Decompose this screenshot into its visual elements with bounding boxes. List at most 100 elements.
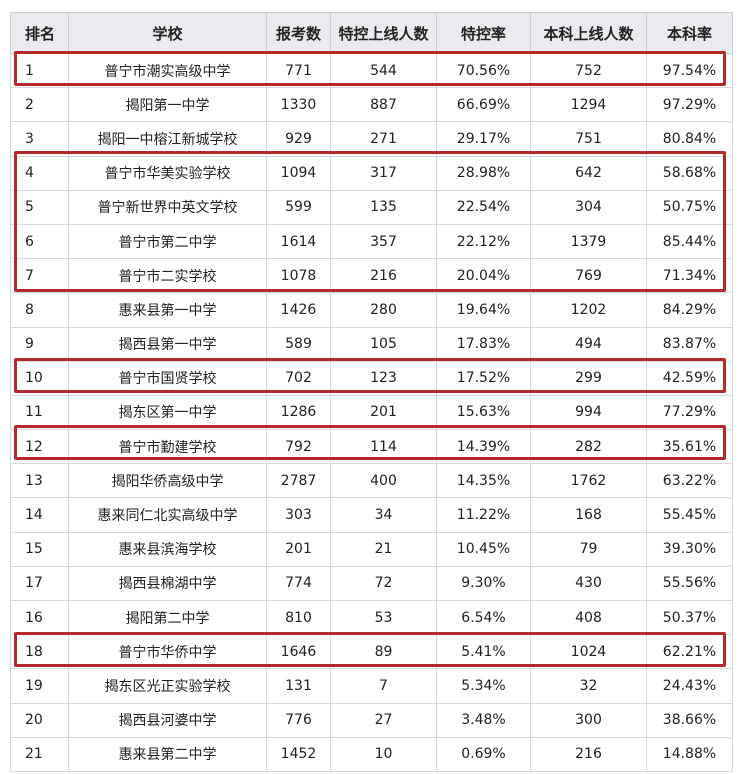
undergrad-pass-count-cell: 769 [530,258,647,294]
rank-cell: 19 [10,668,69,704]
table-row: 4 普宁市华美实验学校 1094 317 28.98% 642 58.68% [10,155,733,191]
undergrad-rate-cell: 71.34% [646,258,733,294]
school-cell: 惠来县滨海学校 [68,531,267,567]
table-row: 6 普宁市第二中学 1614 357 22.12% 1379 85.44% [10,223,733,260]
undergrad-pass-count-cell: 642 [530,155,647,191]
key-pass-count-cell: 7 [330,668,437,704]
undergrad-pass-count-cell: 304 [530,189,647,225]
undergrad-pass-count-cell: 430 [530,565,647,602]
undergrad-rate-cell: 42.59% [646,360,733,396]
key-pass-rate-cell: 20.04% [436,258,531,294]
undergrad-pass-count-cell: 1202 [530,292,647,328]
undergrad-rate-cell: 39.30% [646,531,733,567]
rank-cell: 10 [10,360,69,396]
key-pass-count-cell: 317 [330,155,437,191]
rank-cell: 8 [10,292,69,328]
header-rank: 排名 [10,12,69,54]
school-cell: 揭东区第一中学 [68,394,267,431]
header-school: 学校 [68,12,267,54]
undergrad-pass-count-cell: 994 [530,394,647,431]
applicants-cell: 1286 [266,394,331,431]
key-pass-rate-cell: 66.69% [436,87,531,123]
applicants-cell: 792 [266,429,331,465]
key-pass-rate-cell: 29.17% [436,121,531,157]
key-pass-rate-cell: 70.56% [436,52,531,89]
key-pass-count-cell: 280 [330,292,437,328]
table-row: 18 普宁市华侨中学 1646 89 5.41% 1024 62.21% [10,634,733,670]
rank-cell: 7 [10,258,69,294]
rank-cell: 15 [10,531,69,567]
undergrad-rate-cell: 97.54% [646,52,733,89]
key-pass-rate-cell: 9.30% [436,565,531,602]
table-row: 8 惠来县第一中学 1426 280 19.64% 1202 84.29% [10,292,733,328]
school-cell: 揭阳华侨高级中学 [68,463,267,499]
table-row: 20 揭西县河婆中学 776 27 3.48% 300 38.66% [10,702,733,738]
applicants-cell: 1646 [266,634,331,670]
school-cell: 普宁市第二中学 [68,223,267,260]
school-cell: 普宁市二实学校 [68,258,267,294]
rank-cell: 5 [10,189,69,225]
key-pass-rate-cell: 0.69% [436,736,531,772]
key-pass-count-cell: 357 [330,223,437,260]
school-cell: 惠来县第一中学 [68,292,267,328]
key-pass-count-cell: 544 [330,52,437,89]
table-row: 21 惠来县第二中学 1452 10 0.69% 216 14.88% [10,736,733,772]
rank-cell: 3 [10,121,69,157]
school-ranking-table: 排名 学校 报考数 特控上线人数 特控率 本科上线人数 本科率 1 普宁市潮实高级… [10,12,733,772]
table-row: 10 普宁市国贤学校 702 123 17.52% 299 42.59% [10,360,733,396]
applicants-cell: 1614 [266,223,331,260]
key-pass-count-cell: 21 [330,531,437,567]
undergrad-rate-cell: 85.44% [646,223,733,260]
school-cell: 普宁新世界中英文学校 [68,189,267,225]
table-row: 3 揭阳一中榕江新城学校 929 271 29.17% 751 80.84% [10,121,733,157]
key-pass-count-cell: 105 [330,326,437,362]
table-row: 16 揭阳第二中学 810 53 6.54% 408 50.37% [10,599,733,636]
school-cell: 揭西县河婆中学 [68,702,267,738]
rank-cell: 16 [10,599,69,636]
table-row: 12 普宁市勤建学校 792 114 14.39% 282 35.61% [10,429,733,465]
ranking-table-container: 排名 学校 报考数 特控上线人数 特控率 本科上线人数 本科率 1 普宁市潮实高级… [10,12,733,772]
table-row: 9 揭西县第一中学 589 105 17.83% 494 83.87% [10,326,733,362]
key-pass-rate-cell: 15.63% [436,394,531,431]
table-row: 14 惠来同仁北实高级中学 303 34 11.22% 168 55.45% [10,497,733,533]
undergrad-pass-count-cell: 751 [530,121,647,157]
applicants-cell: 131 [266,668,331,704]
key-pass-rate-cell: 22.12% [436,223,531,260]
undergrad-rate-cell: 80.84% [646,121,733,157]
undergrad-pass-count-cell: 282 [530,429,647,465]
header-applicants: 报考数 [266,12,331,54]
rank-cell: 18 [10,634,69,670]
key-pass-rate-cell: 17.83% [436,326,531,362]
key-pass-count-cell: 887 [330,87,437,123]
school-cell: 普宁市华美实验学校 [68,155,267,191]
applicants-cell: 2787 [266,463,331,499]
applicants-cell: 599 [266,189,331,225]
header-key-pass-rate: 特控率 [436,12,531,54]
school-cell: 揭阳第一中学 [68,87,267,123]
rank-cell: 2 [10,87,69,123]
key-pass-count-cell: 400 [330,463,437,499]
undergrad-pass-count-cell: 1294 [530,87,647,123]
applicants-cell: 303 [266,497,331,533]
undergrad-rate-cell: 24.43% [646,668,733,704]
school-cell: 揭阳第二中学 [68,599,267,636]
undergrad-pass-count-cell: 168 [530,497,647,533]
key-pass-rate-cell: 6.54% [436,599,531,636]
undergrad-pass-count-cell: 1024 [530,634,647,670]
key-pass-count-cell: 34 [330,497,437,533]
applicants-cell: 201 [266,531,331,567]
key-pass-rate-cell: 17.52% [436,360,531,396]
undergrad-rate-cell: 35.61% [646,429,733,465]
undergrad-pass-count-cell: 216 [530,736,647,772]
applicants-cell: 771 [266,52,331,89]
table-row: 2 揭阳第一中学 1330 887 66.69% 1294 97.29% [10,87,733,123]
table-row: 17 揭西县棉湖中学 774 72 9.30% 430 55.56% [10,565,733,602]
school-cell: 揭西县棉湖中学 [68,565,267,602]
key-pass-count-cell: 72 [330,565,437,602]
key-pass-rate-cell: 10.45% [436,531,531,567]
undergrad-pass-count-cell: 299 [530,360,647,396]
key-pass-rate-cell: 22.54% [436,189,531,225]
rank-cell: 1 [10,52,69,89]
key-pass-count-cell: 89 [330,634,437,670]
school-cell: 惠来县第二中学 [68,736,267,772]
